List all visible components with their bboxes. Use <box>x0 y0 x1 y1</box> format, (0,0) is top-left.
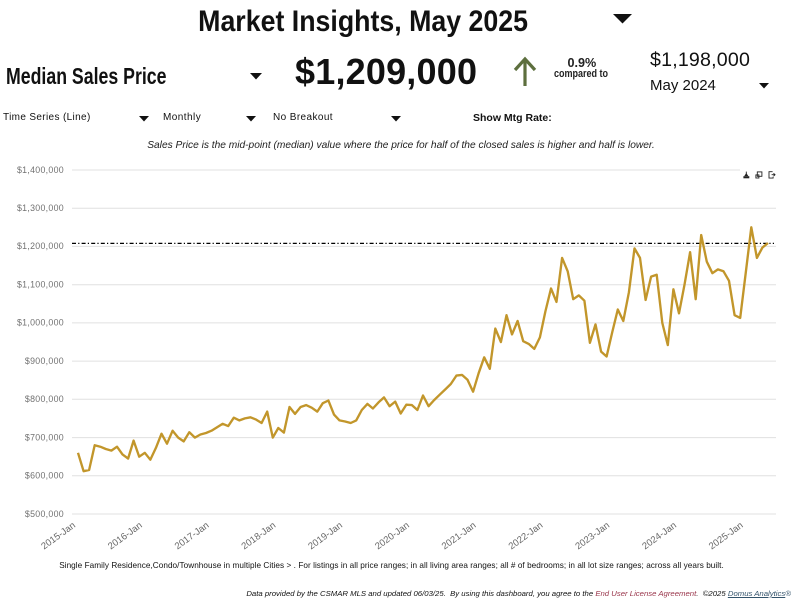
svg-text:2015-Jan: 2015-Jan <box>39 520 78 552</box>
svg-text:2024-Jan: 2024-Jan <box>640 520 679 552</box>
svg-text:$1,200,000: $1,200,000 <box>17 241 64 251</box>
svg-text:$700,000: $700,000 <box>25 432 64 442</box>
svg-text:2017-Jan: 2017-Jan <box>173 520 212 552</box>
svg-text:$1,400,000: $1,400,000 <box>17 165 64 175</box>
svg-text:2019-Jan: 2019-Jan <box>306 520 345 552</box>
svg-text:2022-Jan: 2022-Jan <box>507 520 546 552</box>
svg-text:$600,000: $600,000 <box>25 471 64 481</box>
svg-text:$500,000: $500,000 <box>25 509 64 519</box>
svg-text:$900,000: $900,000 <box>25 356 64 366</box>
svg-text:$1,000,000: $1,000,000 <box>17 318 64 328</box>
svg-text:$800,000: $800,000 <box>25 394 64 404</box>
svg-text:$1,100,000: $1,100,000 <box>17 280 64 290</box>
svg-text:2016-Jan: 2016-Jan <box>106 520 145 552</box>
svg-text:$1,300,000: $1,300,000 <box>17 203 64 213</box>
svg-text:2025-Jan: 2025-Jan <box>707 520 746 552</box>
svg-text:2018-Jan: 2018-Jan <box>240 520 279 552</box>
svg-text:2021-Jan: 2021-Jan <box>440 520 479 552</box>
svg-text:2023-Jan: 2023-Jan <box>573 520 612 552</box>
svg-text:2020-Jan: 2020-Jan <box>373 520 412 552</box>
